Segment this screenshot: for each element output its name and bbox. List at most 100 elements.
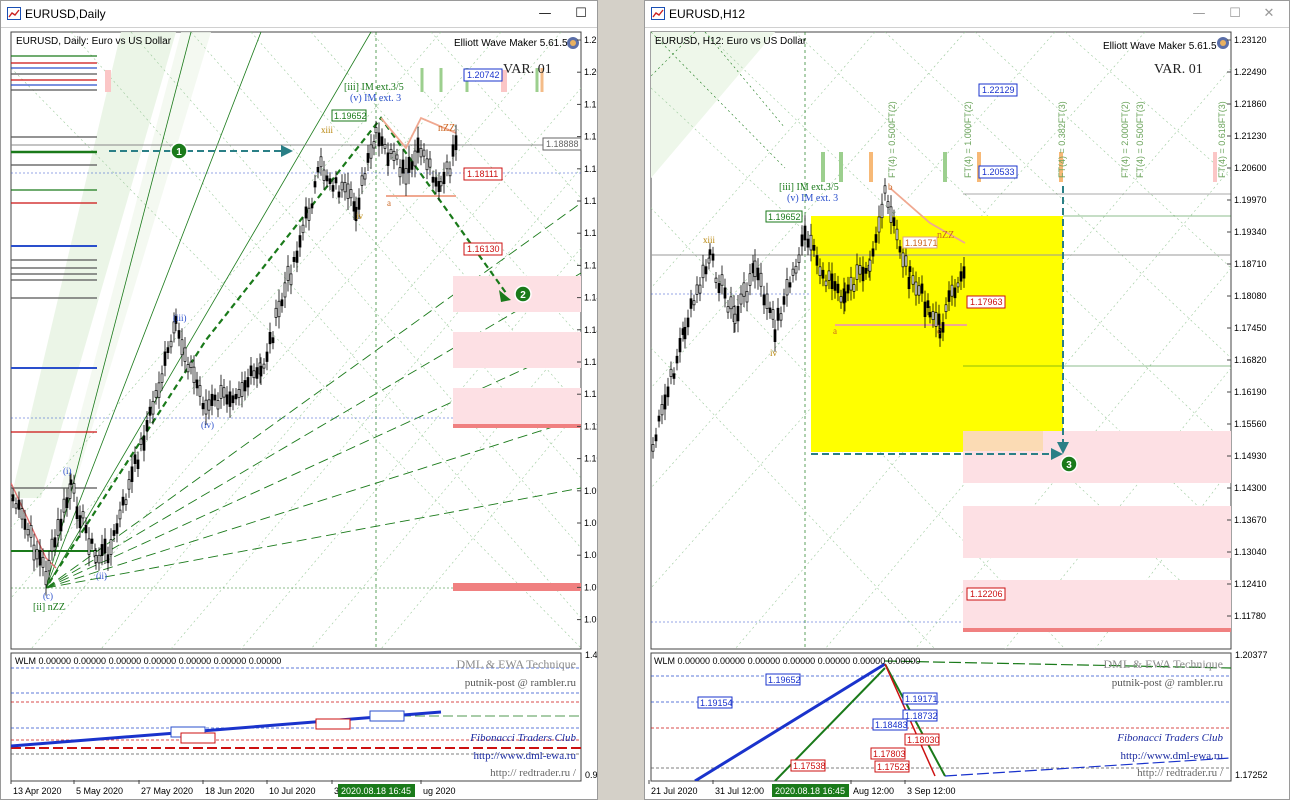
candle-body xyxy=(663,394,667,410)
candle-body xyxy=(686,317,690,328)
right-variant-label: VAR. 01 xyxy=(1154,62,1203,77)
candle-body xyxy=(360,175,364,186)
svg-text:1: 1 xyxy=(176,147,182,158)
price-tick-label: 1.19970 xyxy=(1234,195,1267,205)
left-url-2[interactable]: http:// redtrader.ru / xyxy=(490,767,577,779)
left-chart-window[interactable]: EURUSD,Daily — ☐ xyxy=(0,0,598,800)
candle-body xyxy=(177,330,181,339)
left-indicator-tick-bottom: 0.93683 xyxy=(585,770,598,780)
right-chart-window[interactable]: EURUSD,H12 — ☐ ✕ xyxy=(644,0,1290,800)
candle-body xyxy=(398,167,402,178)
candle-body xyxy=(160,373,164,383)
price-tick-label: 1.17450 xyxy=(1234,323,1267,333)
maximize-button[interactable]: ☐ xyxy=(1229,6,1241,21)
candle-body xyxy=(389,148,393,154)
indicator-tag-label: 1.17538 xyxy=(793,761,826,771)
price-tick-label: 1.20600 xyxy=(1234,163,1267,173)
candle-body xyxy=(262,363,266,369)
price-tag-box xyxy=(463,68,503,82)
candle-body xyxy=(672,373,676,379)
price-tick-label: 1.22490 xyxy=(1234,67,1267,77)
indicator-tag-box xyxy=(870,747,906,760)
price-tick-label: 1.15560 xyxy=(1234,419,1267,429)
candle-body xyxy=(683,326,687,340)
candle-body xyxy=(252,370,256,379)
candle-body xyxy=(445,161,449,170)
price-tick-label: 1.16190 xyxy=(1234,387,1267,397)
price-tag-box xyxy=(978,83,1018,97)
wave-xiii-label: xiii xyxy=(321,125,334,135)
wave-iii-ext-label: [iii] IM ext.3/5 xyxy=(344,82,404,93)
price-tick-label: 1.21860 xyxy=(1234,99,1267,109)
candle-body xyxy=(657,415,661,422)
candle-body xyxy=(714,277,718,283)
candle-body xyxy=(340,181,344,191)
candle-body xyxy=(454,135,458,151)
wave-iii-label: (iii) xyxy=(173,313,187,323)
indicator-tag-box xyxy=(874,760,910,773)
candle-body xyxy=(871,248,875,257)
marker-2[interactable]: 2 xyxy=(514,285,532,303)
candle-body xyxy=(937,313,941,325)
candle-body xyxy=(785,279,789,296)
candle-body xyxy=(711,253,715,261)
candle-body xyxy=(87,538,91,555)
left-brand-2: putnik-post @ rambler.ru xyxy=(465,677,577,689)
right-title-bar[interactable]: EURUSD,H12 — ☐ ✕ xyxy=(645,1,1289,28)
candle-body xyxy=(286,265,290,281)
minimize-button[interactable]: — xyxy=(538,6,552,21)
ewm-logo-icon xyxy=(567,37,579,49)
candle-body xyxy=(660,404,664,416)
candle-body xyxy=(377,132,381,147)
close-button[interactable]: ✕ xyxy=(1263,6,1275,21)
right-url-1[interactable]: http://www.dml-ewa.ru xyxy=(1120,750,1223,762)
price-tag-box xyxy=(978,165,1018,179)
price-tick-label: 1.09040 xyxy=(584,518,598,528)
candle-body xyxy=(207,399,211,411)
candle-body xyxy=(407,157,411,173)
marker-3[interactable]: 3 xyxy=(1060,455,1078,473)
candle-body xyxy=(246,377,250,388)
marker-1[interactable]: 1 xyxy=(170,142,188,160)
price-tick-label: 1.20800 xyxy=(584,67,598,77)
indicator-tag-box xyxy=(872,718,908,731)
price-tick-label: 1.16600 xyxy=(584,228,598,238)
candle-body xyxy=(337,191,341,198)
candle-body xyxy=(729,296,733,310)
left-chart-area[interactable]: EURUSD, Daily: Euro vs US Dollar Elliott… xyxy=(1,28,598,800)
price-tick-label: 1.14930 xyxy=(1234,451,1267,461)
candle-body xyxy=(895,228,899,241)
candle-body xyxy=(901,252,905,268)
minimize-button[interactable]: — xyxy=(1192,6,1206,21)
candle-body xyxy=(349,189,353,199)
indicator-tag-box xyxy=(904,733,940,746)
candle-body xyxy=(858,265,862,275)
indicator-tag-label: 1.18483 xyxy=(875,720,908,730)
candle-body xyxy=(53,537,57,548)
left-url-1[interactable]: http://www.dml-ewa.ru xyxy=(473,750,576,762)
candle-body xyxy=(708,249,712,256)
candle-body xyxy=(310,203,314,209)
candle-body xyxy=(824,280,828,287)
price-tag-label: 1.18888 xyxy=(546,139,579,149)
candle-body xyxy=(189,361,193,368)
svg-text:FT(4) = 0.500FT(2): FT(4) = 0.500FT(2) xyxy=(887,101,897,178)
right-date-axis: 21 Jul 2020 31 Jul 12:00 Aug 12:00 3 Sep 12… xyxy=(648,780,956,796)
candle-body xyxy=(950,284,954,297)
candle-body xyxy=(118,509,122,520)
maximize-button[interactable]: ☐ xyxy=(575,6,587,21)
candle-body xyxy=(877,216,881,233)
candle-body xyxy=(962,266,966,279)
right-url-2[interactable]: http:// redtrader.ru / xyxy=(1137,767,1224,779)
left-title-bar[interactable]: EURUSD,Daily — ☐ xyxy=(1,1,597,28)
right-brand-2: putnik-post @ rambler.ru xyxy=(1112,677,1224,689)
candle-body xyxy=(59,518,63,532)
right-chart-area[interactable]: EURUSD, H12: Euro vs US Dollar Elliott W… xyxy=(645,28,1290,800)
candle-body xyxy=(322,169,326,181)
date-tick-label: 13 Apr 2020 xyxy=(13,786,62,796)
svg-text:FT(4) = 0.500FT(3): FT(4) = 0.500FT(3) xyxy=(1135,101,1145,178)
candle-body xyxy=(133,454,137,464)
price-tick-label: 1.07360 xyxy=(584,582,598,592)
svg-text:FT(4) = 2.000FT(2): FT(4) = 2.000FT(2) xyxy=(1120,101,1130,178)
